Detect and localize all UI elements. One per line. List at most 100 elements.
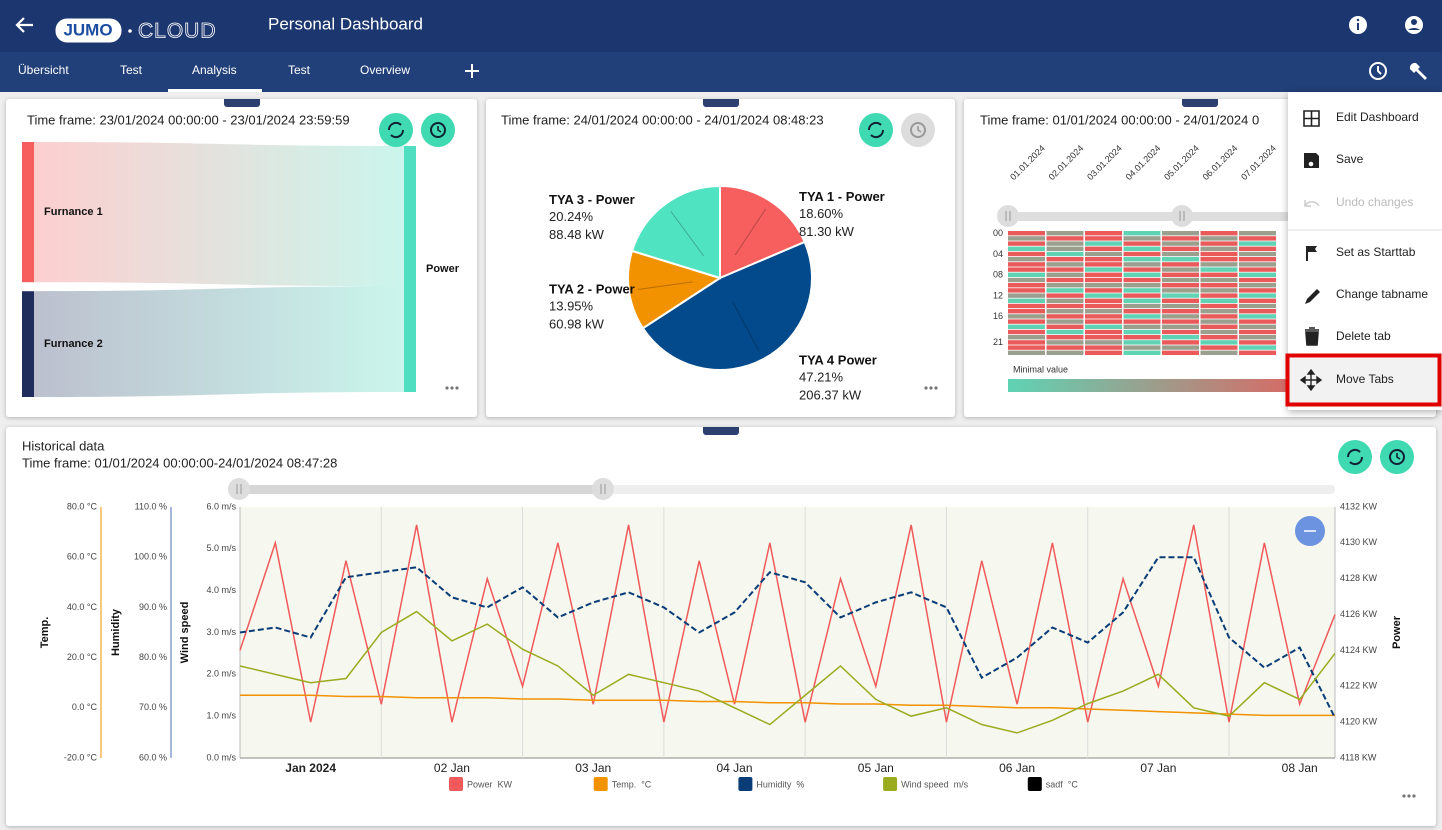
sankey-node	[22, 291, 34, 397]
x-tick-label: 08 Jan	[1282, 761, 1318, 775]
range-slider[interactable]	[228, 478, 1335, 500]
history-button[interactable]	[421, 113, 455, 147]
heat-cell	[1008, 241, 1045, 246]
menu-item[interactable]: Move Tabs	[1336, 372, 1394, 386]
add-tab[interactable]	[465, 64, 479, 78]
time-button[interactable]	[1369, 62, 1387, 80]
axis-title: Power	[1391, 615, 1403, 649]
heat-cell	[1239, 303, 1276, 309]
heat-cell	[1123, 257, 1161, 262]
y-tick-label: 0.0 °C	[72, 702, 98, 712]
collapse-handles[interactable]	[224, 99, 1218, 435]
heat-cell	[1046, 241, 1084, 246]
legend-swatch	[738, 777, 753, 791]
history-button[interactable]	[901, 113, 935, 147]
heat-cell	[1085, 293, 1122, 298]
heat-cell	[1200, 288, 1238, 293]
legend-label: Humidity %	[756, 779, 804, 789]
heat-cell	[1008, 293, 1045, 298]
heat-cell	[1239, 324, 1276, 329]
menu-item[interactable]: Edit Dashboard	[1336, 110, 1419, 124]
tab[interactable]: Overview	[360, 63, 410, 77]
heat-cell	[1239, 288, 1276, 293]
tab[interactable]: Test	[288, 63, 311, 77]
heat-cell	[1046, 345, 1084, 350]
info-button[interactable]	[1349, 16, 1367, 34]
heat-cell	[1085, 277, 1122, 283]
heat-cell	[1162, 272, 1199, 277]
menu-item[interactable]: Change tabname	[1336, 287, 1428, 301]
heat-cell	[1162, 277, 1199, 283]
heat-cell	[1200, 329, 1238, 335]
row-label: 12	[993, 290, 1003, 300]
tab[interactable]: Übersicht	[18, 63, 69, 77]
refresh-button[interactable]	[859, 113, 893, 147]
heat-cell	[1008, 262, 1045, 267]
slice-label: TYA 4 Power	[799, 352, 877, 367]
heat-cell	[1239, 283, 1276, 288]
heat-cell	[1085, 251, 1122, 257]
refresh-button[interactable]	[1338, 440, 1372, 474]
heat-cell	[1123, 231, 1161, 236]
settings-button[interactable]	[1409, 62, 1427, 80]
user-button[interactable]	[1405, 16, 1423, 34]
y-tick-label: 5.0 m/s	[206, 543, 236, 553]
heat-cell	[1200, 236, 1238, 241]
heat-cell	[1123, 314, 1161, 319]
heat-cell	[1046, 251, 1084, 257]
pie-slice	[641, 240, 813, 371]
heat-cell	[1046, 319, 1084, 324]
slice-percent: 18.60%	[799, 206, 844, 221]
heat-cell	[1008, 350, 1045, 355]
heat-cell	[1046, 277, 1084, 283]
x-tick-label: 02 Jan	[434, 761, 470, 775]
refresh-button[interactable]	[379, 113, 413, 147]
history-button[interactable]	[1380, 440, 1414, 474]
heat-cell	[1239, 345, 1276, 350]
heat-cell	[1046, 262, 1084, 267]
y-tick-label: 60.0 %	[139, 752, 167, 762]
heat-cell	[1123, 298, 1161, 303]
back-button[interactable]	[15, 17, 33, 33]
heat-cell	[1046, 335, 1084, 340]
icon	[1304, 153, 1319, 168]
more-button[interactable]	[445, 386, 1416, 798]
slice-percent: 13.95%	[549, 299, 594, 314]
heat-cell	[1200, 283, 1238, 288]
legend-label: Temp. °C	[612, 779, 652, 789]
heat-cell	[1085, 257, 1122, 262]
range-slider[interactable]	[997, 205, 1290, 227]
heat-cell	[1046, 236, 1084, 241]
heat-cell	[1239, 236, 1276, 241]
menu-item[interactable]: Set as Starttab	[1336, 245, 1416, 259]
tab[interactable]: Test	[120, 63, 143, 77]
zoom-button[interactable]	[1295, 516, 1325, 546]
leader-line	[670, 211, 705, 257]
heat-cell	[1046, 272, 1084, 277]
heat-cell	[1085, 272, 1122, 277]
heat-cell	[1046, 350, 1084, 355]
y-tick-label: 60.0 °C	[67, 552, 98, 562]
y-tick-label: 4122 KW	[1340, 681, 1378, 691]
heat-cell	[1239, 241, 1276, 246]
heat-cell	[1085, 298, 1122, 303]
row-label: 16	[993, 311, 1003, 321]
menu-item[interactable]: Delete tab	[1336, 329, 1391, 343]
tab-active[interactable]: Analysis	[192, 63, 237, 77]
tab-indicator	[168, 89, 262, 92]
heat-cell	[1162, 329, 1199, 335]
y-tick-label: 4132 KW	[1340, 501, 1378, 511]
heat-cell	[1008, 283, 1045, 288]
pie-slice	[630, 184, 721, 280]
menu-item[interactable]: Save	[1336, 152, 1364, 166]
series-line	[239, 556, 1336, 719]
heat-cell	[1239, 293, 1276, 298]
heat-cell	[1046, 293, 1084, 298]
charts: Furnance 1 Furnance 2 Power TYA 1 - Power 18…	[22, 142, 1403, 791]
y-tick-label: 110.0 %	[135, 501, 167, 511]
heat-cell	[1239, 231, 1276, 236]
slice-kw: 60.98 kW	[549, 317, 605, 332]
heat-cell	[1123, 246, 1161, 251]
heat-cell	[1123, 335, 1161, 340]
slice-label: TYA 3 - Power	[549, 192, 635, 207]
